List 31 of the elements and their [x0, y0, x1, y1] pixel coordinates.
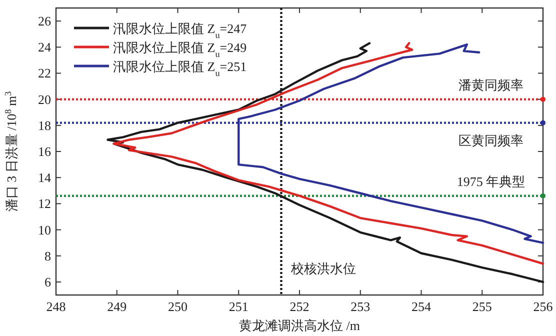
y-tick-label: 14 [38, 170, 52, 186]
y-tick-label: 20 [38, 92, 51, 107]
y-tick-label: 22 [38, 66, 51, 81]
y-tick-label: 10 [38, 222, 51, 238]
legend-label: 汛限水位上限值 Z$_{u}$=249 [113, 40, 247, 59]
y-tick-label: 8 [44, 248, 51, 264]
x-tick-label: 254 [412, 299, 432, 314]
x-tick-label: 252 [290, 299, 310, 314]
y-tick-label: 6 [44, 274, 52, 290]
ref-line-label: 区黄同频率 [458, 132, 524, 148]
y-tick-label: 12 [38, 196, 51, 212]
y-tick-label: 18 [38, 118, 51, 133]
legend-label: 汛限水位上限值 Z$_{u}$=251 [113, 59, 247, 78]
legend-item: 汛限水位上限值 Z$_{u}$=249 [74, 40, 247, 59]
x-tick-label: 248 [46, 299, 66, 314]
y-tick-label: 16 [38, 144, 52, 159]
x-tick-label: 253 [350, 299, 370, 314]
legend-item: 汛限水位上限值 Z$_{u}$=247 [74, 21, 247, 40]
x-tick-label: 250 [168, 299, 188, 314]
legend-label: 汛限水位上限值 Z$_{u}$=247 [113, 21, 248, 40]
ref-line-label: 1975 年典型 [456, 174, 526, 189]
legend-item: 汛限水位上限值 Z$_{u}$=251 [74, 59, 247, 78]
x-tick-label: 249 [107, 299, 127, 314]
x-tick-label: 256 [533, 299, 554, 314]
x-tick-label: 251 [228, 299, 248, 314]
x-axis-title: 黄龙滩调洪高水位 /m [239, 318, 360, 333]
ref-line-label: 校核洪水位 [290, 261, 356, 276]
x-tick-label: 255 [472, 299, 492, 314]
y-tick-label: 26 [38, 14, 52, 29]
y-tick-label: 24 [38, 40, 52, 55]
ref-line-label: 潘黄同频率 [458, 77, 524, 92]
